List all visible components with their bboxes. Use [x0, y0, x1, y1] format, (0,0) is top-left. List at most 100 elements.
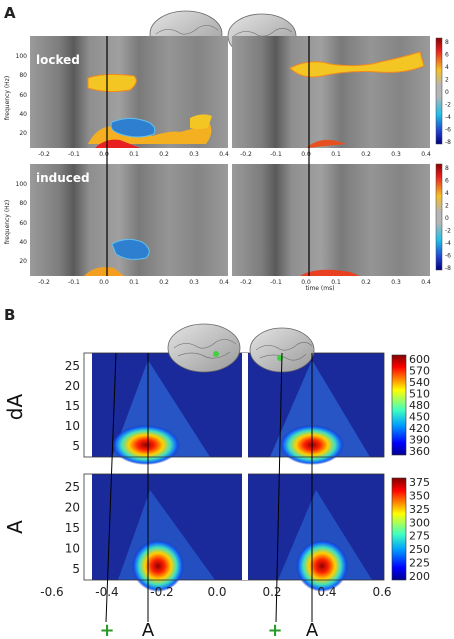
a-marker-right: A	[306, 620, 319, 639]
axes-frame-b-bottom	[83, 473, 385, 581]
tick-label: 0.0	[301, 151, 311, 158]
tick-label: 0	[445, 89, 449, 96]
ytick: 20	[19, 258, 27, 265]
tick-label: -8	[445, 265, 451, 272]
tick-label: 20	[65, 379, 80, 393]
tick-label: 0.3	[189, 279, 199, 286]
tick-label: 4	[445, 190, 449, 197]
tick-label: 0.1	[331, 279, 341, 286]
a-marker-left: A	[142, 620, 155, 639]
tick-label: 0.3	[189, 151, 199, 158]
tick-label: 540	[409, 376, 430, 389]
tick-label: 0.4	[421, 279, 431, 286]
tick-label: 0.2	[262, 585, 281, 599]
tick-label: -0.2	[38, 151, 50, 158]
xlabel-a: time (ms)	[305, 285, 334, 292]
tick-label: 0.2	[361, 151, 371, 158]
row-label-da: dA	[3, 394, 27, 421]
row-label-induced: induced	[36, 171, 90, 185]
colorbar-b-row2	[391, 477, 407, 581]
tick-label: 600	[409, 353, 430, 366]
tick-label: 8	[445, 165, 449, 172]
heatmap-induced-left	[30, 164, 228, 276]
tick-label: 480	[409, 399, 430, 412]
tick-label: 0.4	[219, 279, 229, 286]
tick-label: 0.4	[421, 151, 431, 158]
tick-label: -4	[445, 240, 451, 247]
tick-label: 350	[409, 489, 430, 502]
plus-marker-left: +	[99, 620, 114, 639]
tick-label: -2	[445, 102, 451, 109]
tick-label: 360	[409, 445, 430, 458]
ytick: 20	[19, 130, 27, 137]
row-label-locked: locked	[36, 53, 80, 67]
tick-label: -0.1	[68, 279, 80, 286]
tick-label: 5	[72, 562, 80, 576]
ytick: 60	[19, 220, 27, 227]
tick-label: 20	[65, 501, 80, 515]
ytick: 100	[16, 53, 28, 60]
tick-label: 6	[445, 178, 449, 185]
tick-label: -0.2	[240, 151, 252, 158]
xticks-panel-a: -0.2 -0.1 0.0 0.1 0.2 0.3 0.4 -0.2 -0.1 0.0 0.1 0.2…	[38, 151, 431, 286]
ylabel-locked: frequency (Hz)	[4, 76, 11, 120]
tick-label: 0.1	[331, 151, 341, 158]
yticks-a-row2: 100 80 60 40 20	[16, 181, 28, 265]
tick-label: 0.2	[361, 279, 371, 286]
heatmap-locked-right	[232, 36, 430, 148]
heatmap-a-left	[84, 474, 242, 592]
brain-icon-left-b	[167, 323, 241, 373]
tick-label: 0.1	[129, 151, 139, 158]
tick-label: 10	[65, 419, 80, 433]
tick-label: -0.2	[38, 279, 50, 286]
tick-label: 200	[409, 570, 430, 583]
tick-label: -0.1	[270, 279, 282, 286]
colorbar-a-row2	[435, 163, 443, 271]
tick-label: 0.1	[129, 279, 139, 286]
white-block-a	[84, 474, 92, 580]
heatmap-induced-right	[232, 164, 430, 276]
brain-icon-right-b	[249, 327, 315, 373]
event-line-plus-left	[105, 352, 117, 623]
tick-label: 300	[409, 516, 430, 529]
tick-label: 0.3	[391, 151, 401, 158]
tick-label: 8	[445, 39, 449, 46]
tick-label: -0.2	[150, 585, 173, 599]
panel-b-label: B	[4, 306, 15, 324]
yticks-panel-b: 25 20 15 10 5 25 20 15 10 5	[65, 359, 80, 576]
white-block-da	[84, 353, 92, 457]
tick-label: 510	[409, 388, 430, 401]
tick-label: -2	[445, 228, 451, 235]
yticks-a-row1: 100 80 60 40 20	[16, 53, 28, 137]
tick-label: 0.2	[159, 279, 169, 286]
tick-label: -4	[445, 114, 451, 121]
ytick: 80	[19, 200, 27, 207]
tick-label: 5	[72, 439, 80, 453]
panel-a-label: A	[4, 4, 16, 22]
tick-label: 0.4	[219, 151, 229, 158]
colorbar-ticks-b: 6005705405104804504203903603753503253002…	[409, 353, 430, 583]
tick-label: 0.6	[372, 585, 391, 599]
ytick: 80	[19, 72, 27, 79]
tick-label: 10	[65, 541, 80, 555]
tick-label: -8	[445, 139, 451, 146]
tick-label: -0.6	[40, 585, 63, 599]
tick-label: 0.0	[207, 585, 226, 599]
xticks-panel-b: -0.6 -0.4 -0.2 0.0 0.2 0.4 0.6	[40, 585, 391, 599]
tick-label: 225	[409, 557, 430, 570]
heatmap-a-right	[248, 474, 384, 592]
ytick: 60	[19, 92, 27, 99]
tick-label: 0.0	[99, 151, 109, 158]
tick-label: 275	[409, 530, 430, 543]
tick-label: 390	[409, 434, 430, 447]
tick-label: 15	[65, 399, 80, 413]
ytick: 40	[19, 239, 27, 246]
row-label-a: A	[3, 520, 27, 534]
tick-label: -0.1	[270, 151, 282, 158]
tick-label: 375	[409, 476, 430, 489]
event-line-plus-right	[275, 352, 283, 623]
colorbar-b-row1	[391, 354, 407, 456]
tick-label: 450	[409, 411, 430, 424]
tick-label: -0.2	[240, 279, 252, 286]
